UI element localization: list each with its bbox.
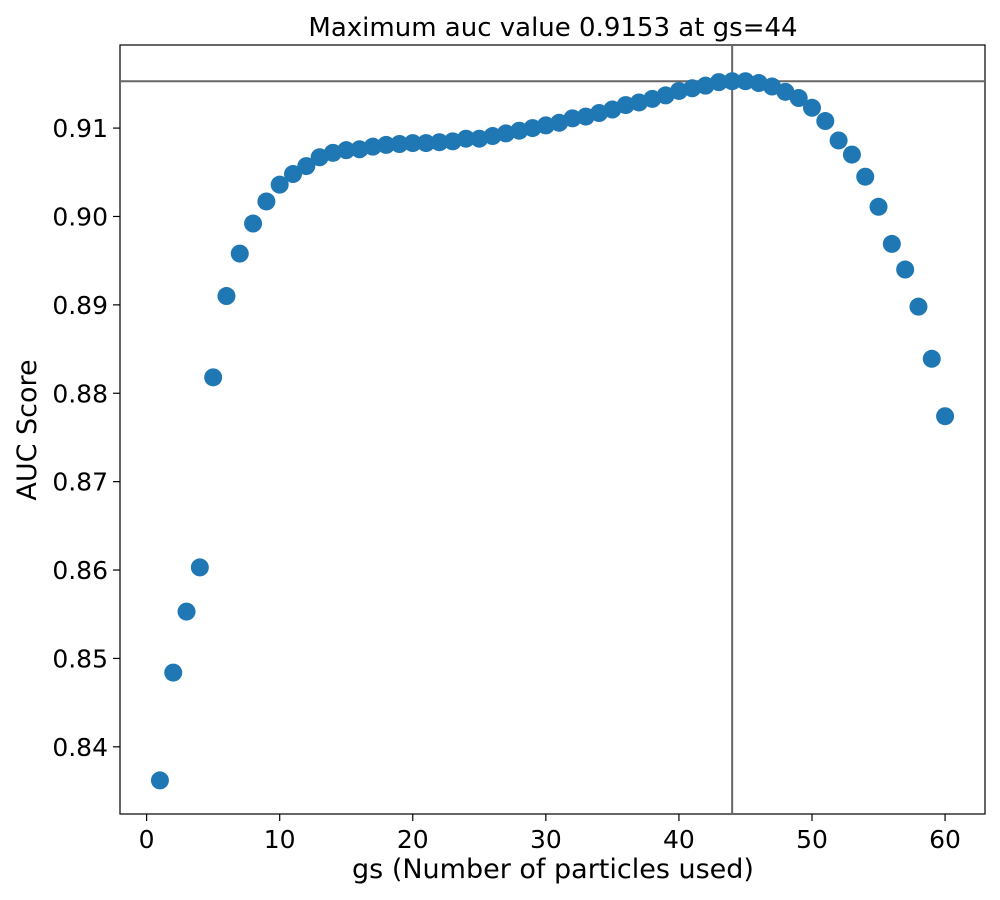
x-tick-label: 30 [530,825,562,854]
x-tick-label: 0 [139,825,155,854]
data-point [723,72,742,91]
data-point [150,771,169,790]
data-point [709,73,728,92]
x-tick-label: 20 [397,825,429,854]
data-point [869,197,888,216]
data-point [190,558,209,577]
data-point [390,134,409,153]
y-axis-label: AUC Score [12,359,43,500]
x-tick-label: 10 [264,825,296,854]
data-point [403,134,422,153]
data-point [204,368,223,387]
data-point [816,112,835,131]
data-point [736,72,755,91]
data-point [803,98,821,117]
y-tick-label: 0.90 [52,202,108,231]
data-point [284,165,302,184]
y-tick-label: 0.91 [52,114,108,143]
data-point [922,349,941,368]
data-point [909,297,928,316]
data-point [417,134,436,153]
data-point [230,244,249,263]
data-point [244,214,263,233]
data-point [896,260,915,279]
data-point [789,89,808,108]
y-tick-label: 0.85 [52,644,108,673]
y-tick-label: 0.86 [52,556,108,585]
data-point [856,167,875,186]
reference-lines [120,45,985,814]
y-tick-label: 0.89 [52,291,108,320]
data-point [882,234,901,253]
x-tick-label: 50 [796,825,828,854]
data-point [297,157,316,176]
y-tick-label: 0.87 [52,468,108,497]
plot-area [119,44,986,815]
y-tick-label: 0.84 [52,733,108,762]
data-point [563,109,582,128]
data-point [337,141,356,160]
data-point [164,663,183,682]
data-points [150,72,955,790]
chart-title: Maximum auc value 0.9153 at gs=44 [308,13,797,43]
plot-frame [119,44,986,815]
data-point [217,287,236,306]
y-axis: 0.84 0.85 0.86 0.87 0.88 0.89 0.90 0.91 [52,114,120,762]
x-axis-label: gs (Number of particles used) [352,854,754,885]
data-point [377,135,396,154]
data-point [363,137,382,156]
data-point [270,175,289,194]
data-point [257,192,276,211]
data-point [842,145,861,164]
data-point [829,131,848,150]
data-point [457,129,475,148]
data-point [430,133,449,152]
data-point [936,407,955,426]
y-tick-label: 0.88 [52,379,108,408]
data-point [177,602,196,621]
x-axis: 0 10 20 30 40 50 60 [139,814,961,854]
x-tick-label: 40 [663,825,695,854]
x-tick-label: 60 [929,825,961,854]
